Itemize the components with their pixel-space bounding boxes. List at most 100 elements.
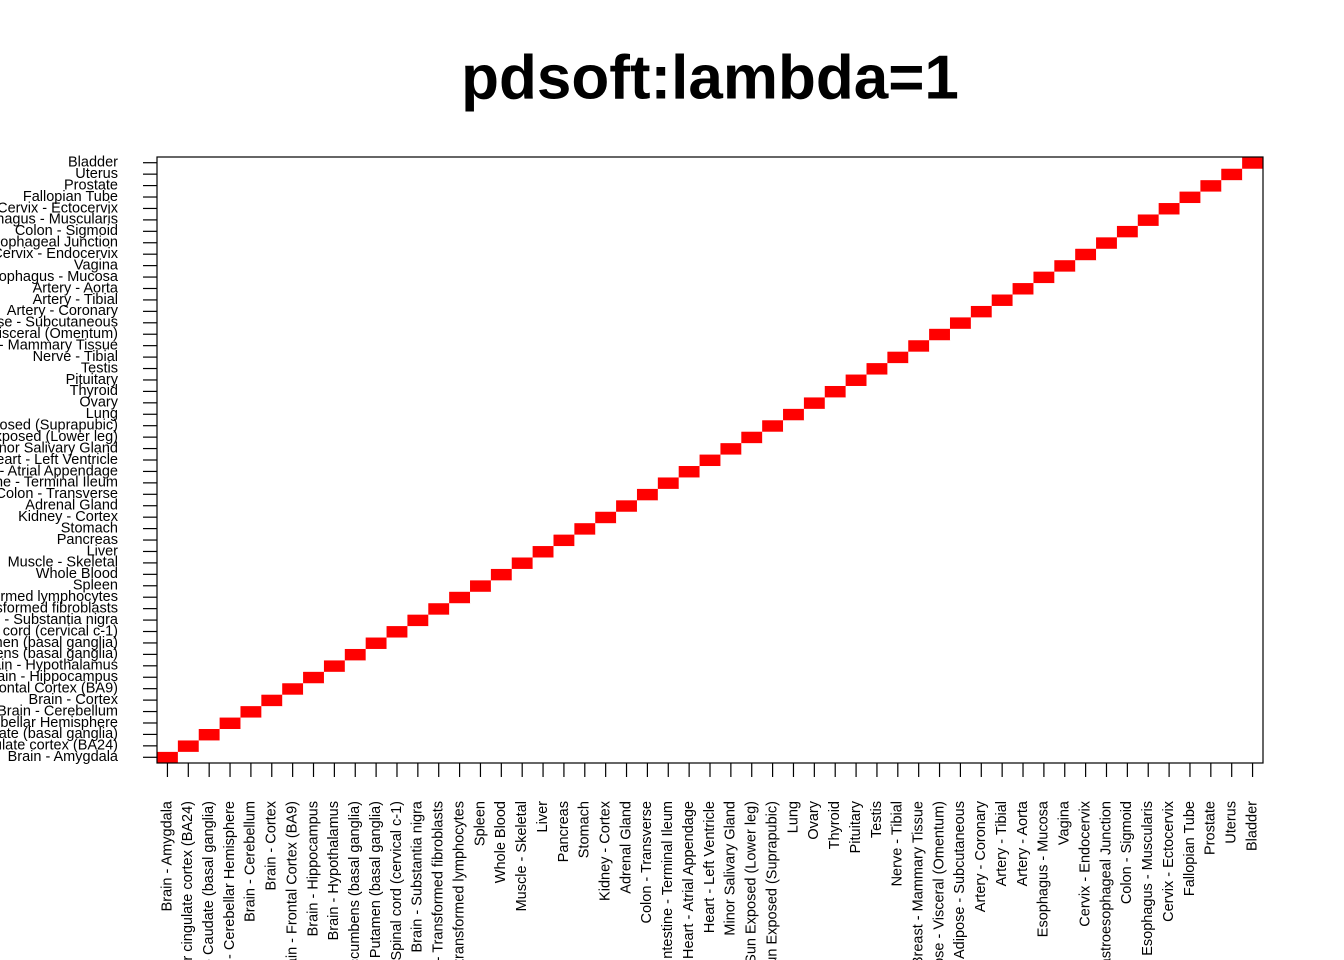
heatmap-cell — [470, 740, 492, 752]
heatmap-cell — [240, 179, 262, 192]
heatmap-cell — [449, 648, 471, 661]
heatmap-cell — [323, 568, 346, 581]
heatmap-cell — [428, 534, 450, 547]
y-tick-label: Adrenal Gland — [25, 498, 118, 514]
heatmap-cell — [1242, 625, 1264, 638]
heatmap-cell — [929, 488, 951, 501]
heatmap-cell — [887, 534, 909, 547]
heatmap-cell — [511, 568, 533, 581]
heatmap-cell — [1200, 625, 1222, 638]
heatmap-cell — [407, 625, 429, 638]
heatmap-cell — [1242, 408, 1264, 421]
heatmap-cell — [323, 557, 346, 569]
heatmap-cell — [386, 225, 408, 238]
heatmap-cell — [532, 717, 554, 729]
heatmap-cell — [449, 397, 471, 409]
heatmap-cell — [157, 717, 179, 729]
heatmap-cell — [741, 339, 763, 352]
heatmap-cell — [303, 488, 325, 501]
heatmap-cell — [532, 339, 554, 352]
heatmap-cell — [198, 305, 220, 318]
heatmap-cell — [595, 522, 617, 535]
heatmap-cell — [428, 179, 450, 192]
y-tick-label: Fallopian Tube — [23, 189, 118, 205]
heatmap-cell — [845, 488, 867, 501]
heatmap-cell — [991, 168, 1013, 181]
heatmap-cell — [929, 545, 951, 558]
heatmap-cell — [240, 694, 262, 707]
heatmap-cell — [762, 500, 784, 512]
heatmap-cell — [908, 248, 930, 261]
heatmap-cell — [1116, 751, 1139, 764]
heatmap-cell — [762, 191, 784, 204]
heatmap-cell — [1221, 545, 1243, 558]
heatmap-cell — [219, 385, 241, 398]
heatmap-cell — [532, 500, 554, 512]
heatmap-cell — [1012, 705, 1034, 718]
heatmap-cell — [657, 648, 679, 661]
heatmap-cell — [970, 454, 993, 467]
heatmap-cell — [1116, 740, 1139, 752]
heatmap-cell — [720, 648, 742, 661]
heatmap-cell — [470, 648, 492, 661]
heatmap-cell — [595, 705, 617, 718]
heatmap-cell — [970, 477, 993, 489]
heatmap-cell — [783, 214, 805, 226]
heatmap-cell — [282, 511, 304, 524]
heatmap-cell — [532, 328, 554, 341]
heatmap-cell — [949, 157, 972, 169]
heatmap-cell — [616, 419, 638, 432]
heatmap-cell — [323, 225, 346, 238]
heatmap-cell — [1075, 705, 1097, 718]
heatmap-cell — [699, 522, 721, 535]
heatmap-cell — [678, 282, 700, 295]
heatmap-cell — [428, 740, 450, 752]
y-tick-label: Small Intestine - Terminal Ileum — [0, 475, 118, 491]
heatmap-cell — [887, 454, 909, 467]
heatmap-cell — [240, 637, 262, 649]
heatmap-cell — [428, 488, 450, 501]
heatmap-cell — [1116, 374, 1139, 386]
heatmap-cell — [636, 694, 659, 707]
heatmap-cell — [824, 374, 846, 386]
heatmap-cell — [344, 305, 366, 318]
heatmap-cell — [908, 477, 930, 489]
heatmap-cell — [240, 397, 262, 409]
y-tick-label: Ovary — [79, 395, 118, 411]
heatmap-cell — [595, 465, 617, 478]
heatmap-cell — [449, 660, 471, 672]
heatmap-cell — [699, 717, 721, 729]
heatmap-cell — [908, 191, 930, 204]
heatmap-cell — [1116, 728, 1139, 741]
y-tick-label: Colon - Sigmoid — [15, 223, 118, 239]
heatmap-cell — [303, 214, 325, 226]
heatmap-cell — [553, 397, 575, 409]
heatmap-cell — [490, 671, 513, 684]
heatmap-cell — [991, 179, 1013, 192]
x-tick-label: Brain - Cerebellar Hemisphere — [222, 801, 238, 960]
heatmap-cell — [636, 465, 659, 478]
heatmap-cell — [303, 740, 325, 752]
heatmap-cell — [177, 305, 200, 318]
heatmap-cell — [323, 740, 346, 752]
heatmap-cell — [303, 168, 325, 181]
heatmap-cell — [1221, 157, 1243, 169]
heatmap-cell — [282, 282, 304, 295]
heatmap-cell — [1158, 557, 1180, 569]
heatmap-cell — [1179, 157, 1201, 169]
heatmap-cell — [866, 580, 888, 592]
heatmap-cell — [365, 477, 387, 489]
x-tick-label: Adrenal Gland — [618, 801, 634, 894]
heatmap-cell — [595, 294, 617, 306]
heatmap-cell — [574, 671, 596, 684]
heatmap-cell — [574, 419, 596, 432]
heatmap-cell — [386, 419, 408, 432]
heatmap-cell — [636, 488, 659, 501]
heatmap-cell — [1075, 534, 1097, 547]
heatmap-cell — [490, 385, 513, 398]
heatmap-cell — [1221, 351, 1243, 364]
heatmap-cell — [1116, 442, 1139, 455]
heatmap-cell — [762, 625, 784, 638]
heatmap-cell — [1054, 580, 1076, 592]
heatmap-cell — [824, 740, 846, 752]
